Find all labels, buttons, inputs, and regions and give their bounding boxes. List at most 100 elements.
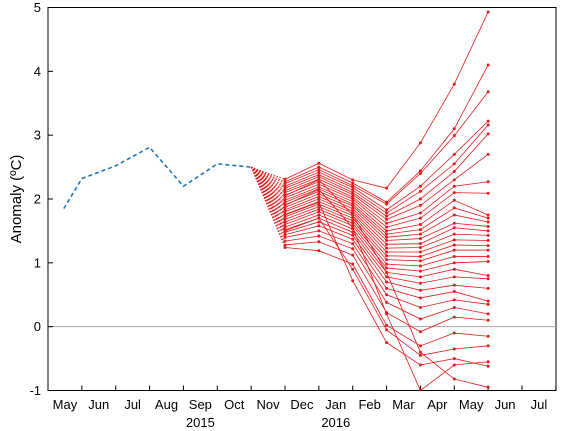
forecast-point [317, 234, 321, 238]
forecast-point [452, 377, 456, 381]
plot-frame [47, 7, 557, 391]
forecast-point [486, 119, 490, 123]
forecast-point [351, 193, 355, 197]
forecast-point [486, 312, 490, 316]
forecast-point [351, 219, 355, 223]
forecast-member-line [284, 124, 489, 214]
forecast-point [317, 210, 321, 214]
forecast-point [452, 347, 456, 351]
forecast-point [418, 275, 422, 279]
forecast-point [452, 221, 456, 225]
x-tick-label: Oct [224, 397, 245, 412]
forecast-point [486, 180, 490, 184]
forecast-point [452, 178, 456, 182]
forecast-member-line [284, 120, 489, 211]
forecast-point [385, 341, 389, 345]
y-tick-label: 1 [34, 255, 41, 270]
forecast-point [283, 194, 287, 198]
forecast-point [418, 232, 422, 236]
observed-line [63, 146, 252, 209]
forecast-point [385, 214, 389, 218]
forecast-point [385, 246, 389, 250]
forecast-point [385, 211, 389, 215]
forecast-point [486, 344, 490, 348]
forecast-point [385, 250, 389, 254]
forecast-point [317, 216, 321, 220]
x-axis: May Jun Jul Aug Sep Oct Nov Dec Jan Feb Mar Apr May J… [47, 385, 557, 430]
forecast-point [283, 217, 287, 221]
forecast-point [351, 230, 355, 234]
forecast-point [452, 152, 456, 156]
forecast-point [317, 249, 321, 253]
forecast-initial-segment [250, 166, 286, 206]
forecast-point [452, 357, 456, 361]
forecast-point [317, 170, 321, 174]
forecast-initial-segment [250, 166, 286, 201]
forecast-point [351, 221, 355, 225]
forecast-point [452, 267, 456, 271]
forecast-point [385, 262, 389, 266]
forecast-point [452, 315, 456, 319]
forecast-point [486, 238, 490, 242]
forecast-point [385, 312, 389, 316]
forecast-point [486, 302, 490, 306]
forecast-point [283, 203, 287, 207]
forecast-point [385, 258, 389, 262]
forecast-series [250, 10, 490, 391]
forecast-initial-segment [250, 166, 286, 246]
forecast-point [317, 168, 321, 172]
forecast-point [317, 182, 321, 186]
forecast-point [486, 123, 490, 127]
forecast-point [452, 290, 456, 294]
forecast-point [452, 248, 456, 252]
forecast-point [452, 213, 456, 217]
forecast-initial-segment [250, 166, 286, 216]
forecast-point [486, 220, 490, 224]
forecast-point [385, 270, 389, 274]
forecast-point [385, 242, 389, 246]
forecast-point [418, 189, 422, 193]
forecast-point [486, 216, 490, 220]
forecast-point [418, 288, 422, 292]
forecast-point [351, 247, 355, 251]
forecast-point [418, 269, 422, 273]
observed-series [63, 146, 252, 209]
forecast-point [351, 237, 355, 241]
forecast-point [486, 224, 490, 228]
forecast-point [351, 186, 355, 190]
forecast-point [283, 235, 287, 239]
forecast-initial-segment [250, 166, 286, 180]
forecast-point [452, 184, 456, 188]
x-tick-label: Feb [358, 397, 380, 412]
forecast-initial-segment [250, 166, 286, 203]
y-tick-label: 4 [34, 64, 41, 79]
forecast-point [418, 169, 422, 173]
forecast-point [486, 286, 490, 290]
forecast-point [418, 353, 422, 357]
forecast-point [452, 275, 456, 279]
forecast-initial-segment [250, 166, 286, 208]
forecast-point [452, 331, 456, 335]
forecast-point [351, 188, 355, 192]
forecast-point [452, 363, 456, 367]
forecast-point [418, 216, 422, 220]
forecast-point [283, 182, 287, 186]
x-tick-label: Apr [427, 397, 448, 412]
forecast-point [317, 224, 321, 228]
forecast-initial-segment [250, 166, 286, 232]
forecast-point [283, 239, 287, 243]
y-tick-label: 5 [34, 0, 41, 15]
y-tick-label: 2 [34, 192, 41, 207]
forecast-point [452, 254, 456, 258]
y-axis: -1 0 1 2 3 4 5 [29, 0, 53, 398]
forecast-point [418, 330, 422, 334]
forecast-point [418, 363, 422, 367]
forecast-point [418, 350, 422, 354]
forecast-point [486, 260, 490, 264]
forecast-point [452, 127, 456, 131]
x-tick-label: May [53, 397, 78, 412]
forecast-point [486, 90, 490, 94]
forecast-point [452, 306, 456, 310]
forecast-point [486, 360, 490, 364]
forecast-point [283, 191, 287, 195]
